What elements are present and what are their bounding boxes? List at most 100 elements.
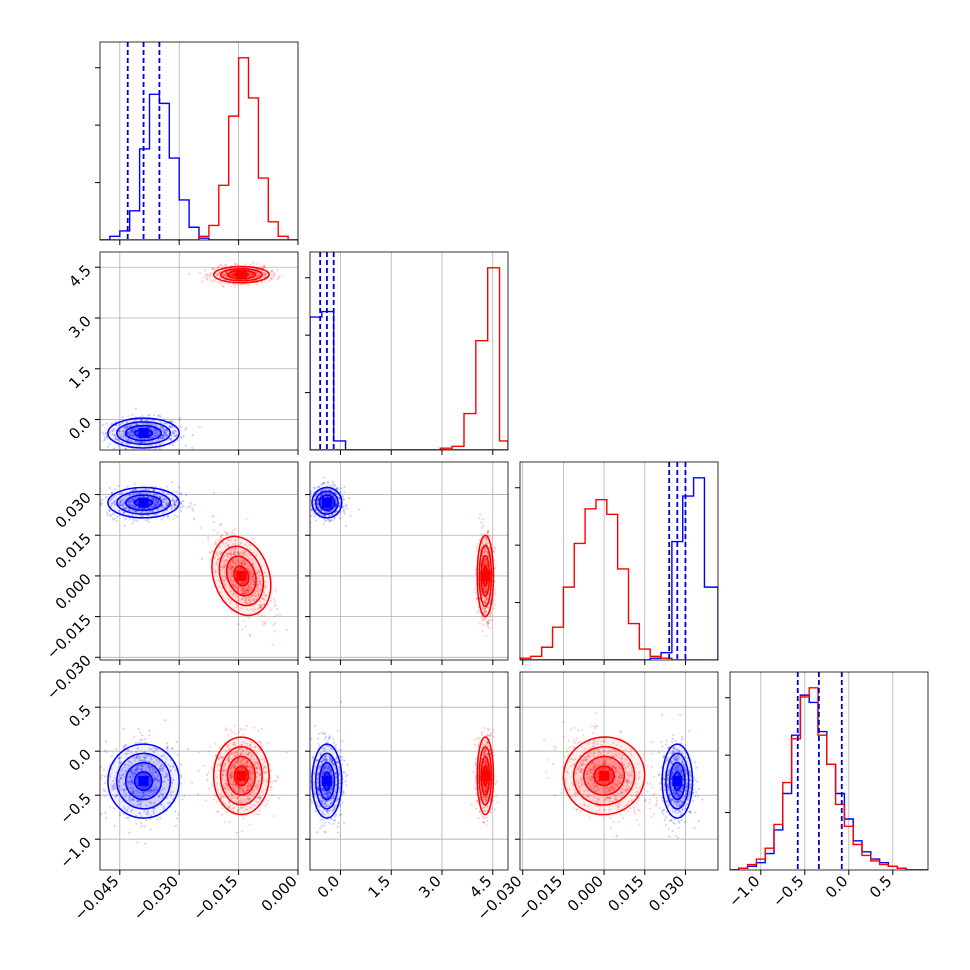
scatter-point [163,428,166,432]
scatter-point [141,441,144,444]
scatter-point [486,623,489,627]
scatter-point [148,491,151,495]
scatter-point [483,590,486,593]
scatter-point [484,546,488,549]
scatter-point [333,484,337,487]
scatter-point [145,511,149,514]
scatter-point [234,262,237,265]
scatter-point [483,537,486,540]
scatter-point [222,566,225,570]
scatter-point [170,794,173,797]
scatter-point [219,263,222,266]
scatter-point [214,543,217,546]
scatter-point [94,779,96,781]
scatter-point [138,444,141,447]
scatter-point [189,501,192,505]
scatter-point [248,570,251,573]
scatter-point [155,501,159,504]
scatter-point [188,272,191,276]
scatter-point [485,550,488,553]
scatter-point [161,755,164,758]
scatter-point [334,503,338,506]
scatter-point [305,510,307,512]
scatter-point [93,512,95,514]
scatter-point [251,551,255,554]
scatter-point [129,439,133,443]
histogram-red [310,267,508,450]
scatter-point [227,543,230,546]
scatter-point [331,502,334,505]
scatter-point [111,429,114,432]
scatter-point [246,590,249,593]
scatter-point [163,422,166,425]
panel-content [91,261,284,450]
scatter-point [263,591,266,594]
scatter-point [236,595,239,598]
scatter-point [262,272,265,275]
scatter-point [318,490,322,493]
scatter-point [136,492,139,496]
scatter-point [230,272,233,275]
scatter-point [217,557,220,560]
scatter-point [213,556,216,559]
scatter-point [230,553,233,556]
scatter-point [139,419,142,422]
scatter-point [163,431,166,435]
scatter-point [142,495,145,499]
scatter-point [486,599,489,602]
scatter-point [150,758,153,761]
scatter-point [484,600,487,603]
scatter-point [212,520,216,524]
scatter-point [327,510,330,513]
scatter-point [175,499,178,502]
scatter-point [129,433,133,436]
scatter-point [140,767,144,771]
scatter-point [178,486,181,489]
scatter-point [483,608,486,611]
scatter-point [166,503,169,507]
scatter-point [275,613,279,616]
scatter-point [128,798,131,801]
scatter-point [161,436,164,440]
scatter-point [325,495,329,498]
scatter-point [163,754,166,757]
scatter-point [229,566,232,569]
scatter-point [162,769,165,772]
scatter-point [162,505,165,508]
scatter-point [482,543,485,546]
scatter-point [334,505,337,508]
scatter-point [486,550,489,553]
scatter-point [483,602,486,605]
scatter-point [131,431,135,435]
scatter-point [339,490,342,494]
panel-1-0: 0.01.53.04.5 [65,251,299,455]
scatter-point [257,275,260,278]
scatter-point [131,798,134,801]
scatter-point [124,425,127,429]
scatter-point [153,777,156,781]
scatter-point [243,560,247,563]
scatter-point [264,599,267,602]
scatter-point [224,273,227,277]
scatter-point [153,791,156,794]
scatter-point [228,274,231,277]
scatter-point [164,761,168,764]
scatter-point [243,590,246,593]
scatter-point [142,794,145,797]
scatter-point [170,499,174,502]
scatter-point [167,501,170,504]
scatter-point [150,788,153,792]
scatter-point [342,505,345,508]
scatter-point [153,788,156,791]
scatter-point [166,433,169,436]
scatter-point [132,798,135,801]
scatter-point [233,546,236,550]
scatter-point [159,426,162,429]
scatter-point [91,430,93,432]
scatter-point [214,569,217,572]
scatter-point [230,539,233,542]
scatter-point [248,596,251,599]
scatter-point [249,272,253,276]
scatter-point [151,510,155,513]
